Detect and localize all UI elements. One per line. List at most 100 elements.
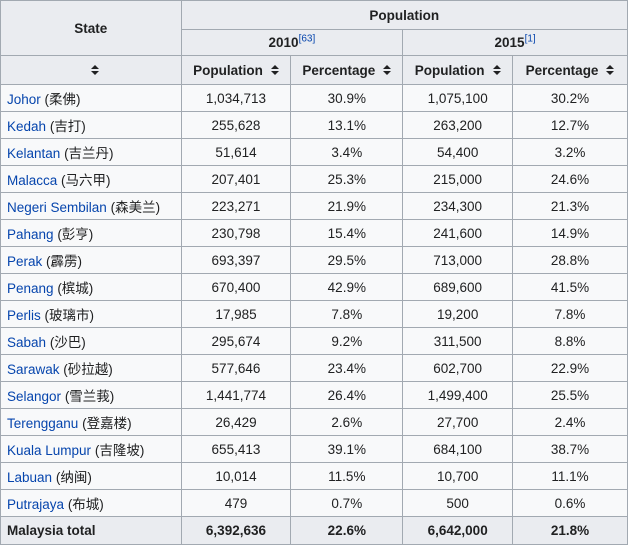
state-cell: Kelantan (吉兰丹) <box>0 138 182 166</box>
state-link[interactable]: Johor <box>7 92 41 107</box>
state-chinese-name: (森美兰) <box>110 200 161 215</box>
sort-state-button[interactable] <box>0 55 182 85</box>
state-cell: Negeri Sembilan (森美兰) <box>0 192 182 220</box>
state-link[interactable]: Kuala Lumpur <box>7 443 92 458</box>
ref-2015-link[interactable]: [1] <box>524 33 536 45</box>
percentage-2015-cell: 28.8% <box>512 246 628 274</box>
state-chinese-name: (纳闽) <box>55 470 92 485</box>
state-cell: Penang (槟城) <box>0 273 182 301</box>
table-row: Sabah (沙巴) 295,674 9.2% 311,500 8.8% <box>0 327 628 355</box>
total-label: Malaysia total <box>0 516 182 545</box>
percentage-2010-col-label: Percentage <box>302 62 376 78</box>
population-2015-cell: 684,100 <box>402 435 514 463</box>
total-row: Malaysia total 6,392,636 22.6% 6,642,000… <box>0 516 628 545</box>
total-population-2010: 6,392,636 <box>180 516 292 545</box>
percentage-2015-col-label: Percentage <box>525 62 599 78</box>
percentage-2015-cell: 11.1% <box>512 462 628 490</box>
state-chinese-name: (柔佛) <box>44 92 81 107</box>
state-link[interactable]: Selangor <box>7 389 62 404</box>
sort-population-2010-button[interactable]: Population <box>180 55 292 85</box>
state-chinese-name: (吉隆坡) <box>94 443 145 458</box>
state-link[interactable]: Perak <box>7 254 43 269</box>
state-chinese-name: (玻璃市) <box>44 308 95 323</box>
percentage-2010-cell: 11.5% <box>290 462 404 490</box>
population-2010-cell: 655,413 <box>180 435 292 463</box>
year-2015-label: 2015 <box>494 35 525 50</box>
state-link[interactable]: Malacca <box>7 173 58 188</box>
sort-arrows-icon <box>492 65 501 76</box>
population-header: Population <box>180 0 629 30</box>
state-link[interactable]: Negeri Sembilan <box>7 200 107 215</box>
state-chinese-name: (沙巴) <box>49 335 86 350</box>
population-2015-cell: 215,000 <box>402 165 514 193</box>
percentage-2015-cell: 8.8% <box>512 327 628 355</box>
percentage-2010-cell: 2.6% <box>290 408 404 436</box>
state-cell: Sabah (沙巴) <box>0 327 182 355</box>
state-link[interactable]: Sabah <box>7 335 47 350</box>
percentage-2010-cell: 23.4% <box>290 354 404 382</box>
state-link[interactable]: Labuan <box>7 470 53 485</box>
table-row: Labuan (纳闽) 10,014 11.5% 10,700 11.1% <box>0 462 628 490</box>
population-2010-cell: 51,614 <box>180 138 292 166</box>
ref-2010-link[interactable]: [63] <box>298 33 316 45</box>
population-2010-cell: 207,401 <box>180 165 292 193</box>
state-link[interactable]: Putrajaya <box>7 497 65 512</box>
table-row: Pahang (彭亨) 230,798 15.4% 241,600 14.9% <box>0 219 628 247</box>
table-row: Kelantan (吉兰丹) 51,614 3.4% 54,400 3.2% <box>0 138 628 166</box>
population-2010-cell: 1,034,713 <box>180 84 292 112</box>
sort-percentage-2015-button[interactable]: Percentage <box>512 55 628 85</box>
table-row: Johor (柔佛) 1,034,713 30.9% 1,075,100 30.2% <box>0 84 628 112</box>
percentage-2010-cell: 7.8% <box>290 300 404 328</box>
state-cell: Perak (霹雳) <box>0 246 182 274</box>
state-link[interactable]: Kelantan <box>7 146 61 161</box>
percentage-2010-cell: 29.5% <box>290 246 404 274</box>
population-2010-cell: 17,985 <box>180 300 292 328</box>
state-chinese-name: (布城) <box>67 497 104 512</box>
table-row: Selangor (雪兰莪) 1,441,774 26.4% 1,499,400 25.… <box>0 381 628 409</box>
sort-percentage-2010-button[interactable]: Percentage <box>290 55 404 85</box>
population-2015-cell: 241,600 <box>402 219 514 247</box>
percentage-2015-cell: 41.5% <box>512 273 628 301</box>
population-2010-cell: 10,014 <box>180 462 292 490</box>
state-link[interactable]: Perlis <box>7 308 41 323</box>
table-row: Penang (槟城) 670,400 42.9% 689,600 41.5% <box>0 273 628 301</box>
state-link[interactable]: Kedah <box>7 119 47 134</box>
population-2010-cell: 255,628 <box>180 111 292 139</box>
state-link[interactable]: Sarawak <box>7 362 60 377</box>
state-link[interactable]: Terengganu <box>7 416 79 431</box>
state-header: State <box>0 0 182 56</box>
state-chinese-name: (吉打) <box>49 119 86 134</box>
population-2010-cell: 26,429 <box>180 408 292 436</box>
percentage-2010-cell: 3.4% <box>290 138 404 166</box>
population-2015-cell: 234,300 <box>402 192 514 220</box>
population-2010-cell: 295,674 <box>180 327 292 355</box>
state-chinese-name: (登嘉楼) <box>82 416 132 431</box>
percentage-2015-cell: 30.2% <box>512 84 628 112</box>
population-2010-cell: 230,798 <box>180 219 292 247</box>
total-percentage-2015: 21.8% <box>512 516 628 545</box>
year-2010-label: 2010 <box>268 35 299 50</box>
percentage-2010-cell: 0.7% <box>290 489 404 517</box>
percentage-2015-cell: 3.2% <box>512 138 628 166</box>
percentage-2010-cell: 42.9% <box>290 273 404 301</box>
state-cell: Perlis (玻璃市) <box>0 300 182 328</box>
percentage-2015-cell: 25.5% <box>512 381 628 409</box>
state-link[interactable]: Penang <box>7 281 54 296</box>
percentage-2010-cell: 13.1% <box>290 111 404 139</box>
sort-population-2015-button[interactable]: Population <box>402 55 514 85</box>
population-2010-cell: 479 <box>180 489 292 517</box>
population-2015-cell: 27,700 <box>402 408 514 436</box>
state-chinese-name: (吉兰丹) <box>64 146 114 161</box>
total-percentage-2010: 22.6% <box>290 516 404 545</box>
table-row: Sarawak (砂拉越) 577,646 23.4% 602,700 22.9% <box>0 354 628 382</box>
state-cell: Kuala Lumpur (吉隆坡) <box>0 435 182 463</box>
state-link[interactable]: Pahang <box>7 227 54 242</box>
percentage-2015-cell: 2.4% <box>512 408 628 436</box>
sort-arrows-icon <box>383 65 392 76</box>
population-2015-cell: 1,075,100 <box>402 84 514 112</box>
percentage-2015-cell: 14.9% <box>512 219 628 247</box>
state-chinese-name: (霹雳) <box>46 254 83 269</box>
table-row: Negeri Sembilan (森美兰) 223,271 21.9% 234,300… <box>0 192 628 220</box>
year-2010-header: 2010[63] <box>180 29 404 56</box>
